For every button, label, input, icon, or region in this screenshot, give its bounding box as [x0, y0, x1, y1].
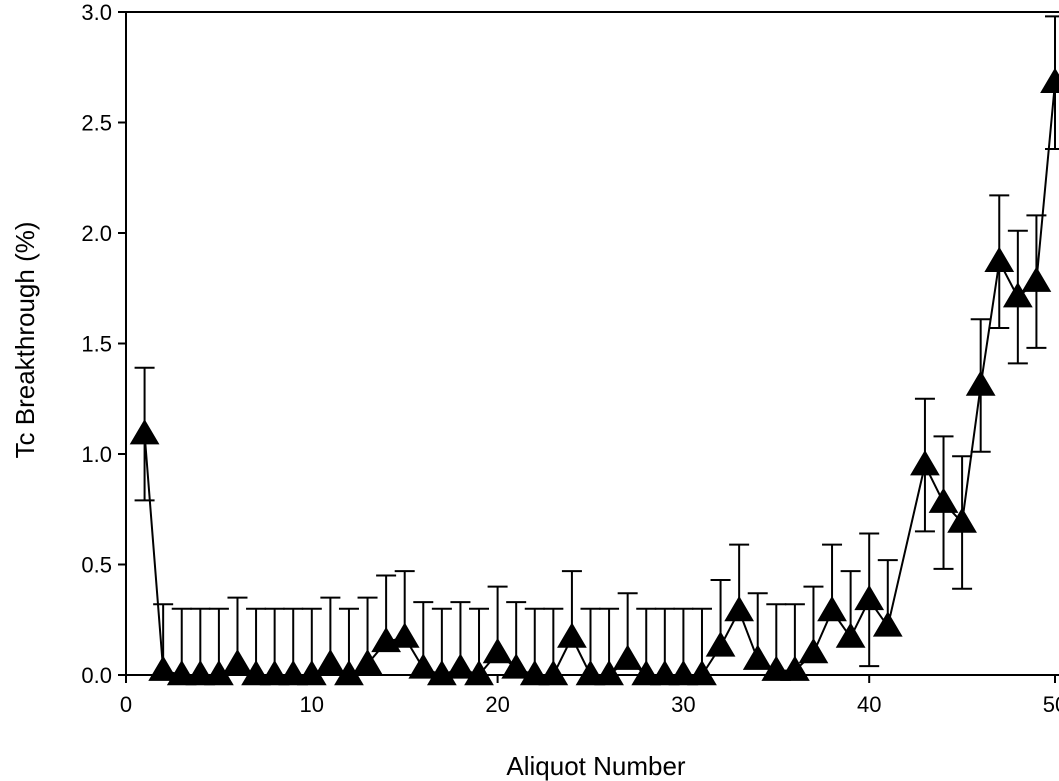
data-point	[557, 622, 587, 648]
x-tick-label: 20	[485, 692, 509, 717]
data-point	[129, 419, 160, 445]
data-point	[241, 660, 271, 686]
data-point	[817, 595, 847, 622]
data-point	[872, 611, 903, 637]
y-tick-label: 0.0	[81, 663, 112, 688]
data-point	[835, 622, 866, 648]
x-tick-label: 30	[671, 692, 695, 717]
data-point	[315, 648, 346, 675]
x-tick-label: 50	[1043, 692, 1059, 717]
data-point	[278, 660, 309, 686]
axes: 0.0 0.5 1.0 1.5 2.0 2.5 3.0 0 10 20 30 40 50	[81, 0, 1059, 717]
data-point	[910, 450, 940, 476]
series-line	[143, 82, 1056, 677]
data-point	[408, 653, 439, 679]
data-point	[854, 584, 885, 611]
data-point	[445, 653, 476, 679]
data-point	[482, 637, 513, 664]
data-point	[928, 487, 959, 513]
data-point	[668, 660, 699, 686]
y-tick-label: 2.5	[81, 111, 112, 136]
data-point	[705, 631, 736, 657]
y-tick-label: 2.0	[81, 221, 112, 246]
data-point	[984, 246, 1015, 273]
data-point	[594, 660, 624, 686]
data-point	[519, 660, 550, 686]
y-tick-label: 3.0	[81, 0, 112, 25]
data-point	[649, 660, 680, 686]
data-point	[185, 660, 216, 686]
data-point	[501, 653, 532, 679]
y-axis-title: Tc Breakthrough (%)	[10, 222, 40, 459]
data-point	[1002, 282, 1033, 308]
data-point	[352, 648, 383, 675]
data-point	[538, 660, 569, 686]
data-point	[222, 648, 253, 675]
x-tick-label: 40	[857, 692, 881, 717]
data-point	[426, 660, 457, 686]
data-point	[724, 595, 755, 622]
x-tick-label: 10	[300, 692, 324, 717]
data-point	[631, 660, 662, 686]
data-point	[389, 622, 420, 648]
y-tick-label: 1.0	[81, 442, 112, 467]
data-point	[947, 507, 977, 533]
x-axis-title: Aliquot Number	[506, 751, 686, 781]
data-point	[259, 660, 290, 686]
y-tick-label: 1.5	[81, 332, 112, 357]
data-point	[687, 660, 717, 686]
data-point	[166, 660, 197, 686]
data-point	[575, 660, 606, 686]
x-tick-label: 0	[120, 692, 132, 717]
data-point	[1040, 67, 1059, 94]
y-tick-label: 0.5	[81, 553, 112, 578]
data-point	[1021, 266, 1052, 292]
data-point	[612, 644, 643, 670]
data-point	[742, 644, 773, 670]
data-point	[464, 660, 494, 686]
plot-area	[129, 15, 1059, 686]
data-point	[798, 637, 829, 664]
data-point	[965, 370, 996, 396]
